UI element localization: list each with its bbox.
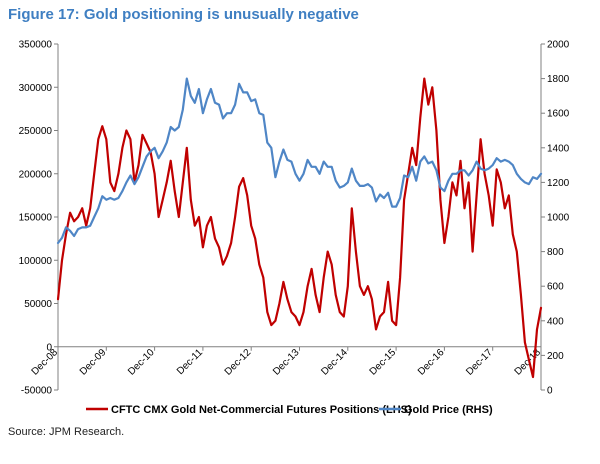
right-tick-label: 400 (547, 316, 564, 327)
right-tick-label: 2000 (547, 40, 570, 51)
left-tick-label: 350000 (19, 40, 53, 51)
right-tick-label: 1200 (547, 178, 570, 189)
legend: CFTC CMX Gold Net-Commercial Futures Pos… (86, 404, 493, 416)
x-tick-label: Dec-17 (464, 347, 495, 378)
x-tick-label: Dec-14 (319, 347, 350, 378)
right-tick-label: 1800 (547, 74, 570, 85)
right-tick-label: 600 (547, 282, 564, 293)
left-tick-label: 150000 (19, 213, 53, 224)
right-tick-label: 200 (547, 351, 564, 362)
legend-label-cftc: CFTC CMX Gold Net-Commercial Futures Pos… (111, 404, 412, 416)
left-tick-label: 0 (46, 342, 52, 353)
left-tick-label: -50000 (21, 386, 53, 397)
gold-price-line (56, 77, 543, 245)
x-tick-label: Dec-12 (223, 347, 254, 378)
x-tick-label: Dec-15 (368, 347, 399, 378)
line-chart: -50000 0 50000 100000 150000 200000 250000 3000… (19, 40, 570, 417)
right-tick-label: 1600 (547, 109, 570, 120)
right-tick-label: 1000 (547, 213, 570, 224)
source-note: Source: JPM Research. (8, 426, 125, 438)
axes-layer: -50000 0 50000 100000 150000 200000 250000 3000… (19, 40, 570, 397)
right-tick-label: 800 (547, 247, 564, 258)
x-tick-label: Dec-11 (175, 347, 205, 377)
series-layer (56, 77, 543, 379)
x-tick-label: Dec-16 (416, 347, 447, 378)
x-tick-label: Dec-13 (271, 347, 302, 378)
legend-label-gold: Gold Price (RHS) (404, 404, 493, 416)
left-tick-label: 300000 (19, 83, 53, 94)
cftc-positions-line (56, 77, 543, 379)
x-tick-label: Dec-08 (30, 347, 61, 378)
left-tick-label: 100000 (19, 256, 53, 267)
x-tick-label: Dec-09 (78, 347, 109, 378)
right-tick-label: 1400 (547, 143, 570, 154)
left-tick-label: 50000 (24, 299, 52, 310)
left-tick-label: 200000 (19, 169, 53, 180)
chart-title: Figure 17: Gold positioning is unusually… (8, 6, 359, 23)
left-tick-label: 250000 (19, 126, 53, 137)
x-tick-label: Dec-10 (126, 347, 157, 378)
right-tick-label: 0 (547, 386, 553, 397)
